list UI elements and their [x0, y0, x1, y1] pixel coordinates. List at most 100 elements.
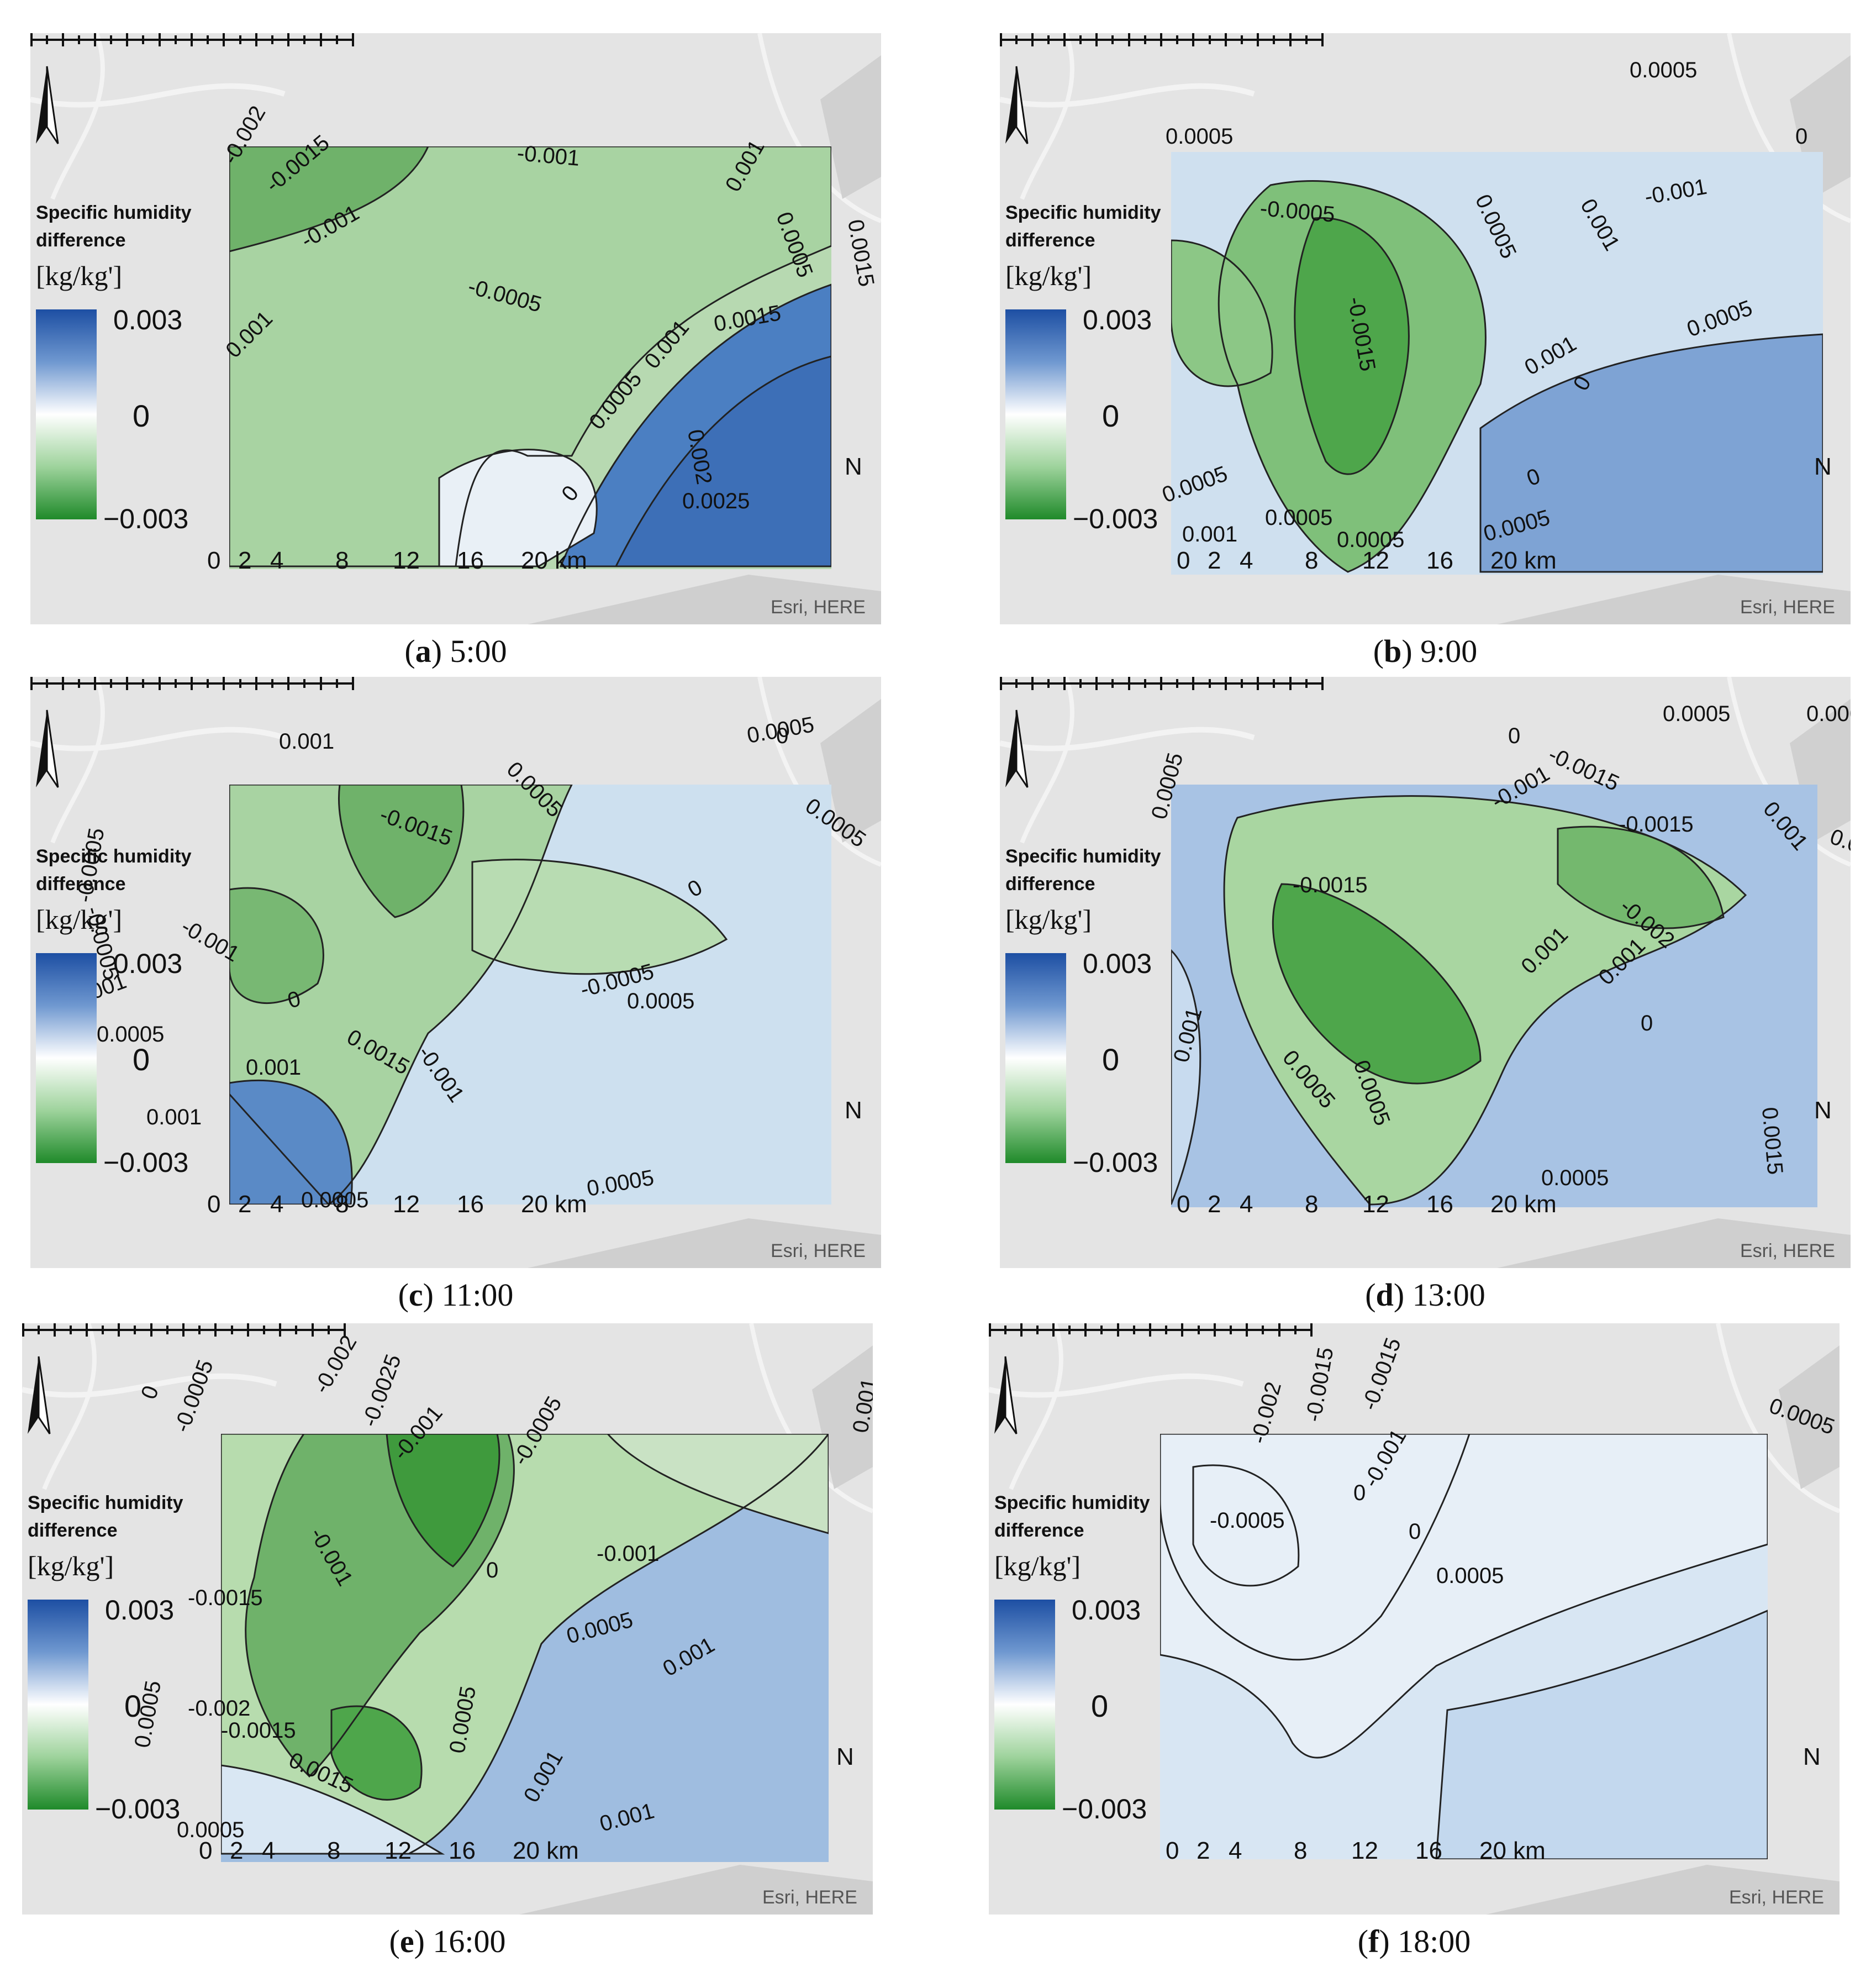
- scale-tick-label: 0: [199, 1837, 213, 1864]
- humidity-region: [608, 1434, 829, 1533]
- map-panel-d: 00.00050.00050.0010.0005-0.0015-0.001-0.…: [1000, 677, 1851, 1313]
- legend-title-line2: difference: [36, 230, 126, 251]
- contour-line: [1272, 883, 1482, 1085]
- humidity-region: [439, 449, 597, 566]
- north-label: N: [1814, 453, 1832, 480]
- legend-mid-label: 0: [1102, 398, 1120, 433]
- contour-label: 0.0005: [1806, 702, 1851, 726]
- contour-line: [229, 1079, 353, 1205]
- contour-label: 0.001: [146, 1105, 202, 1129]
- legend-title-line2: difference: [1005, 874, 1095, 895]
- contour-line: [1171, 949, 1201, 1205]
- contour-line: [1171, 239, 1273, 387]
- legend-min-label: −0.003: [103, 1147, 189, 1178]
- scale-tick-label: 8: [335, 1191, 349, 1218]
- contour-line: [221, 1434, 829, 1855]
- scale-tick-label: 16: [1415, 1837, 1442, 1864]
- contour-line: [471, 859, 728, 975]
- map-credit: Esri, HERE: [762, 1887, 857, 1908]
- contour-label: 0.0005: [627, 989, 694, 1013]
- panel-caption: (a) 5:00: [404, 633, 507, 669]
- scale-tick-label: 4: [270, 1191, 284, 1218]
- contour-label: 0: [1795, 124, 1807, 149]
- humidity-region: [1436, 1611, 1768, 1859]
- contour-label: 0.0005: [301, 1188, 368, 1212]
- contour-line: [386, 1434, 500, 1568]
- contour-label: 0.0005: [1265, 506, 1332, 530]
- map-frame: 0.0005 0.0005 -0.0005 0.0005 0.001 -0.001 -0.0…: [1000, 33, 1851, 624]
- legend-title: Specific humidity difference: [994, 1489, 1150, 1544]
- north-label: N: [1814, 1097, 1832, 1124]
- contour-line: [1160, 1434, 1768, 1759]
- scale-tick-label: 2: [238, 1191, 252, 1218]
- humidity-region: [1171, 240, 1273, 386]
- north-arrow-icon: [36, 709, 59, 788]
- contour-label: 0.0025: [682, 489, 750, 513]
- scale-tick-label: 2: [238, 547, 252, 574]
- scale-tick-label: 20 km: [1490, 1191, 1557, 1218]
- caption-letter: d: [1375, 1277, 1394, 1313]
- humidity-raster: [1171, 785, 1817, 1207]
- contour-lines: [1171, 180, 1823, 573]
- legend-max-label: 0.003: [1083, 948, 1152, 979]
- scale-bar: [1000, 33, 1324, 46]
- caption-letter: f: [1368, 1923, 1379, 1959]
- contour-line: [1435, 1610, 1768, 1859]
- map-credit: Esri, HERE: [1729, 1887, 1824, 1908]
- humidity-region: [1273, 884, 1480, 1084]
- legend-max-label: 0.003: [113, 304, 183, 335]
- humidity-raster: [229, 785, 831, 1205]
- contour-label: -0.001: [516, 141, 581, 171]
- north-arrow-icon: [1005, 66, 1029, 144]
- contour-line: [438, 449, 598, 567]
- humidity-map: 0 -0.0005 -0.002-0.0025-0.001 0.001-0.0015-…: [22, 1323, 873, 1915]
- contour-line: [330, 1705, 423, 1801]
- contour-line: [1557, 825, 1725, 929]
- scale-tick-label: 12: [384, 1837, 412, 1864]
- legend-mid-label: 0: [1091, 1689, 1109, 1723]
- panel-caption: (b) 9:00: [1373, 633, 1478, 669]
- contour-line: [229, 146, 429, 253]
- legend-title-line2: difference: [36, 874, 126, 895]
- scale-tick-label: 4: [270, 547, 284, 574]
- scale-tick-label: 12: [393, 547, 420, 574]
- north-arrow-icon: [28, 1356, 51, 1434]
- contour-label: 0.0005: [1663, 702, 1730, 726]
- map-panel-f: -0.002 -0.0015 -0.0015 -0.001 -0.0005 0 0 0.000…: [989, 1323, 1840, 1959]
- contour-label: -0.0015: [221, 1718, 296, 1743]
- humidity-region: [1160, 1434, 1768, 1758]
- scale-bar: [22, 1323, 346, 1337]
- caption-time: 16:00: [433, 1923, 506, 1959]
- legend-max-label: 0.003: [113, 948, 183, 979]
- humidity-region: [229, 146, 428, 251]
- contour-label: -0.001: [597, 1542, 659, 1566]
- map-frame: 0 -0.0005 -0.002 -0.0025 -0.001 0.001 -0.0015-…: [22, 1323, 873, 1915]
- legend-min-label: −0.003: [103, 503, 189, 534]
- legend-title-line1: Specific humidity: [1005, 202, 1161, 223]
- legend-color-bar: [36, 953, 97, 1163]
- contour-label: 0.001: [1182, 522, 1237, 546]
- legend-mid-label: 0: [124, 1689, 142, 1723]
- contour-label: 0.001: [246, 1055, 301, 1080]
- contour-label: -0.0015: [1619, 812, 1694, 837]
- map-credit: Esri, HERE: [771, 1240, 866, 1261]
- legend-title: Specific humidity difference: [1005, 843, 1161, 898]
- scale-tick-label: 12: [1362, 547, 1389, 574]
- humidity-region: [1558, 827, 1724, 928]
- contour-label: 0.0005: [97, 1022, 164, 1046]
- contour-line: [1294, 217, 1410, 475]
- scale-tick-label: 2: [1208, 547, 1221, 574]
- humidity-raster: [221, 1434, 829, 1862]
- humidity-region: [616, 356, 831, 566]
- humidity-region: [1294, 218, 1409, 475]
- humidity-region: [387, 1434, 499, 1566]
- map-credit: Esri, HERE: [1740, 1240, 1835, 1261]
- caption-time: 13:00: [1412, 1277, 1485, 1313]
- map-frame: -0.0005 0.001 0.0005 0 -0.0015 0.0005 0.0005 -0…: [30, 677, 881, 1268]
- contour-label: 0.0005: [1541, 1166, 1609, 1190]
- contour-label: -0.0015: [188, 1586, 263, 1610]
- contour-line: [559, 283, 831, 567]
- legend-min-label: −0.003: [1062, 1794, 1147, 1824]
- humidity-raster: [229, 146, 831, 569]
